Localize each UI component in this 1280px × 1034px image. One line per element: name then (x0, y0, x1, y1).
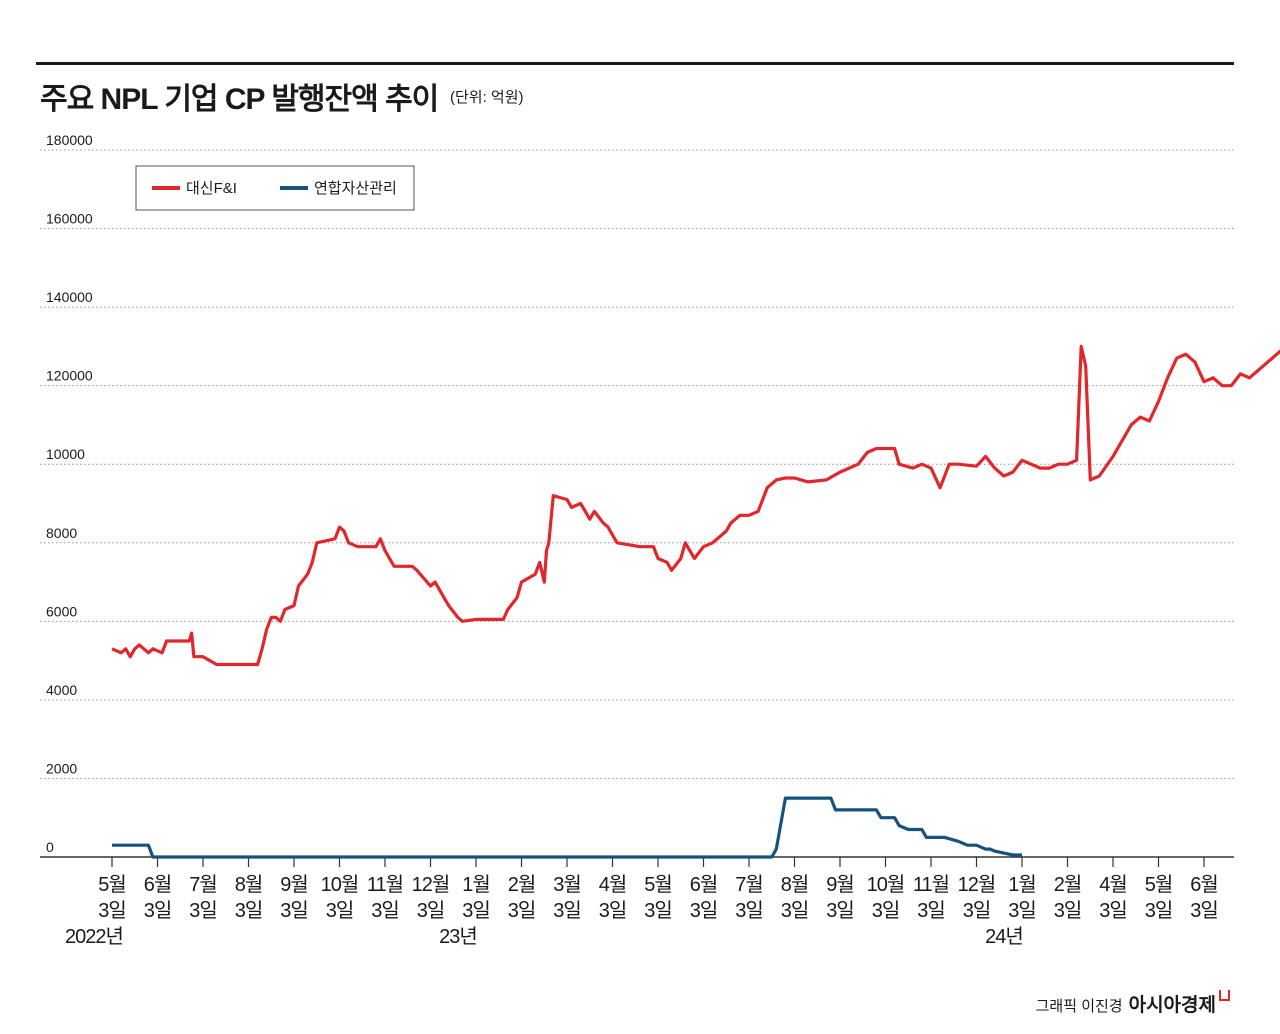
x-tick-labels: 5월 3일 2022년 6월 3일 7월 3일 8월 3일 9월 3일 10월 3일 11월 3일 12월 3일… (65, 857, 1219, 948)
x-tick-day: 3일 (781, 899, 809, 922)
credit: 그래픽 이진경 아시아경제 (1036, 990, 1230, 1017)
x-tick-month: 5월 (98, 873, 126, 896)
unit-note: (단위: 억원) (450, 89, 524, 106)
x-tick-day: 3일 (1145, 899, 1173, 922)
series-line-연합자산관리 (112, 796, 1022, 859)
x-tick-month: 9월 (826, 873, 854, 896)
x-tick-month: 9월 (280, 873, 308, 896)
x-tick-month: 12월 (412, 873, 450, 896)
x-tick-day: 3일 (508, 899, 536, 922)
x-tick-day: 3일 (1190, 899, 1218, 922)
x-tick-month: 5월 (644, 873, 672, 896)
y-tick-label: 4000 (46, 682, 77, 698)
x-tick-month: 8월 (781, 873, 809, 896)
y-tick-label: 8000 (46, 525, 77, 541)
x-tick-day: 3일 (644, 899, 672, 922)
x-tick-day: 3일 (1008, 899, 1036, 922)
line-chart: 0 2000 4000 6000 8000 10000 120000 140000 160000… (40, 132, 1280, 948)
x-tick-month: 12월 (958, 873, 996, 896)
x-tick-month: 2월 (508, 873, 536, 896)
x-tick-month: 6월 (144, 873, 172, 896)
x-tick-day: 3일 (1099, 899, 1127, 922)
x-tick-month: 6월 (1190, 873, 1218, 896)
x-tick-day: 3일 (235, 899, 263, 922)
x-tick-month: 4월 (599, 873, 627, 896)
x-tick-day: 3일 (417, 899, 445, 922)
x-tick-day: 3일 (826, 899, 854, 922)
x-tick-day: 3일 (1054, 899, 1082, 922)
x-tick-day: 3일 (280, 899, 308, 922)
x-tick-month: 10월 (867, 873, 905, 896)
y-tick-label: 10000 (46, 446, 85, 462)
x-tick-month: 1월 (462, 873, 490, 896)
y-tick-label: 180000 (46, 132, 93, 148)
x-tick-day: 3일 (189, 899, 217, 922)
x-tick-month: 10월 (321, 873, 359, 896)
x-tick-day: 3일 (872, 899, 900, 922)
x-tick-year: 2022년 (65, 925, 123, 948)
legend-label-yeonhap: 연합자산관리 (314, 180, 397, 197)
x-tick-day: 3일 (144, 899, 172, 922)
x-tick-month: 5월 (1145, 873, 1173, 896)
credit-label: 그래픽 이진경 (1035, 998, 1123, 1015)
y-tick-label: 0 (46, 839, 54, 855)
legend-label-daeshin: 대신F&I (186, 180, 237, 197)
top-rule (36, 62, 1234, 65)
grid-lines (40, 149, 1234, 858)
x-tick-day: 3일 (917, 899, 945, 922)
x-tick-month: 2월 (1054, 873, 1082, 896)
x-tick-month: 11월 (367, 873, 403, 896)
x-tick-month: 11월 (913, 873, 949, 896)
brand-logo-icon (1219, 990, 1230, 1001)
y-tick-labels: 0 2000 4000 6000 8000 10000 120000 140000 160000… (46, 132, 93, 855)
x-tick-month: 3월 (553, 873, 581, 896)
x-tick-month: 7월 (189, 873, 217, 896)
y-tick-label: 160000 (46, 211, 93, 227)
x-tick-day: 3일 (462, 899, 490, 922)
x-tick-month: 7월 (735, 873, 763, 896)
series-lines (111, 344, 1280, 859)
x-tick-year: 23년 (439, 925, 477, 948)
x-tick-day: 3일 (735, 899, 763, 922)
x-tick-month: 4월 (1099, 873, 1127, 896)
series-line-대신F&I (111, 344, 1280, 667)
x-tick-day: 3일 (326, 899, 354, 922)
y-tick-label: 120000 (46, 368, 93, 384)
chart-title: 주요 NPL 기업 CP 발행잔액 추이 (40, 83, 439, 116)
y-tick-label: 2000 (46, 760, 77, 776)
legend-box (135, 165, 415, 211)
x-tick-day: 3일 (963, 899, 991, 922)
x-tick-month: 1월 (1008, 873, 1036, 896)
y-tick-label: 6000 (46, 603, 77, 619)
x-tick-day: 3일 (371, 899, 399, 922)
legend: 대신F&I 연합자산관리 (135, 165, 415, 211)
brand-name: 아시아경제 (1128, 995, 1216, 1016)
x-tick-day: 3일 (553, 899, 581, 922)
x-tick-day: 3일 (98, 899, 126, 922)
x-tick-day: 3일 (690, 899, 718, 922)
x-tick-month: 8월 (235, 873, 263, 896)
x-tick-year: 24년 (985, 925, 1023, 948)
y-tick-label: 140000 (46, 289, 93, 305)
x-tick-day: 3일 (599, 899, 627, 922)
x-tick-month: 6월 (690, 873, 718, 896)
